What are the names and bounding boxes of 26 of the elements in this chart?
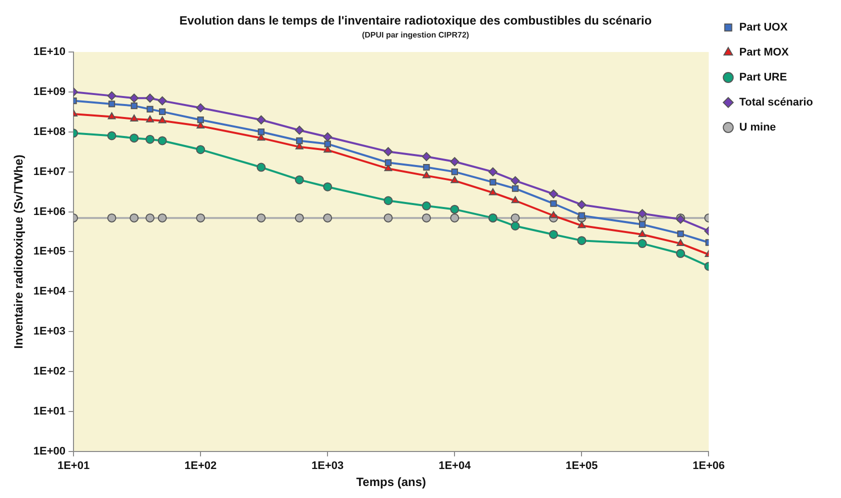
y-tick-label: 1E+04 [33, 286, 66, 298]
chart-title: Evolution dans le temps de l'inventaire radiotoxique des combustibles du scénario [179, 14, 652, 28]
x-tick-label: 1E+03 [312, 460, 344, 472]
legend-label: Part MOX [739, 46, 790, 59]
legend-label: U mine [739, 122, 776, 134]
x-tick-label: 1E+05 [566, 460, 598, 472]
x-tick-label: 1E+01 [57, 460, 90, 472]
legend-label: Total scénario [739, 96, 814, 109]
chart-subtitle: (DPUI par ingestion CIPR72) [362, 30, 470, 40]
legend-label: Part URE [739, 72, 787, 84]
x-axis-title: Temps (ans) [356, 475, 426, 490]
y-axis-title: Inventaire radiotoxique (Sv/TWhe) [12, 154, 26, 349]
y-tick-label: 1E+05 [33, 246, 66, 258]
x-tick-label: 1E+06 [692, 460, 725, 472]
x-tick-label: 1E+02 [184, 460, 217, 472]
y-tick-label: 1E+08 [33, 126, 66, 138]
x-tick-label: 1E+04 [438, 460, 472, 472]
y-tick-label: 1E+00 [33, 445, 66, 458]
y-tick-label: 1E+01 [33, 405, 66, 418]
y-tick-label: 1E+02 [33, 366, 66, 378]
y-tick-label: 1E+03 [33, 326, 66, 338]
y-tick-label: 1E+07 [33, 166, 66, 178]
y-tick-label: 1E+09 [33, 86, 66, 98]
y-tick-label: 1E+10 [33, 46, 66, 58]
legend-label: Part UOX [739, 22, 788, 34]
y-tick-label: 1E+06 [33, 206, 66, 218]
